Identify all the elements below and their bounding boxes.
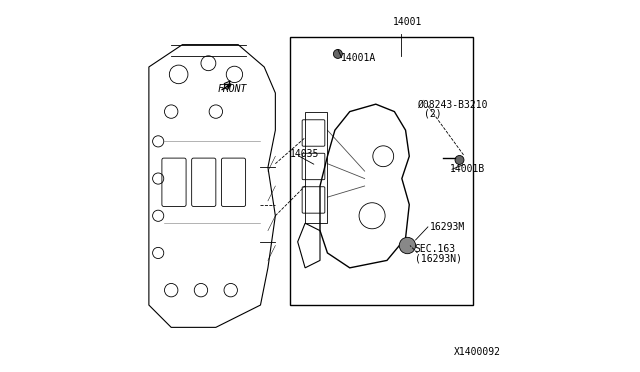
Text: FRONT: FRONT [218, 84, 247, 93]
Circle shape [333, 49, 342, 58]
Text: SEC.163: SEC.163 [415, 244, 456, 254]
Text: 14001A: 14001A [340, 53, 376, 62]
Text: 14001: 14001 [392, 17, 422, 27]
Circle shape [455, 155, 464, 164]
Text: Ø08243-B3210: Ø08243-B3210 [417, 100, 488, 110]
Text: X1400092: X1400092 [453, 347, 500, 357]
Text: 14001B: 14001B [450, 164, 486, 174]
Text: (16293N): (16293N) [415, 254, 462, 263]
Text: (2): (2) [424, 109, 442, 118]
Bar [291, 37, 472, 305]
Text: 16293M: 16293M [429, 222, 465, 232]
Circle shape [399, 237, 415, 254]
Text: 14035: 14035 [291, 150, 319, 159]
